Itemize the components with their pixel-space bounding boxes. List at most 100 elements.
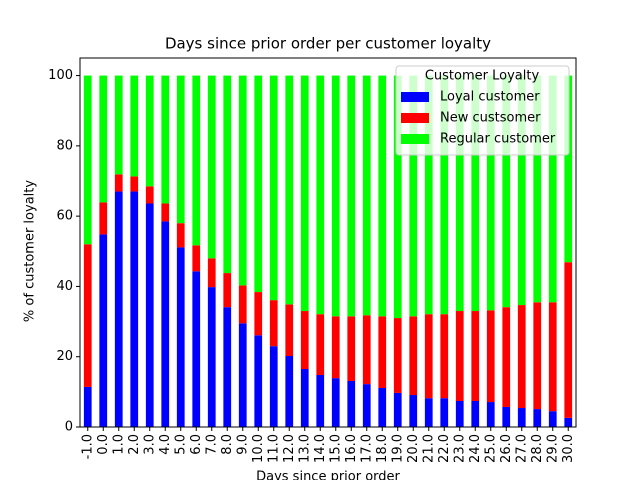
bar-segment [331, 316, 340, 379]
bar-segment [269, 300, 278, 347]
legend-swatch [401, 113, 429, 123]
bar-segment [145, 186, 154, 204]
legend-swatch [401, 134, 429, 144]
bar-segment [486, 402, 495, 427]
bar-segment [223, 273, 232, 308]
bar-segment [114, 174, 123, 192]
bar-segment [99, 234, 108, 427]
bar-segment [455, 400, 464, 427]
x-tick-label: 23.0 [452, 434, 467, 463]
bar-segment [192, 271, 201, 427]
bar-segment [378, 387, 387, 427]
y-tick-label: 40 [56, 279, 73, 294]
bar-segment [502, 75, 511, 308]
x-tick-label: 9.0 [235, 434, 250, 455]
bar-segment [300, 369, 309, 427]
bar-segment [130, 75, 139, 177]
bar-segment [409, 75, 418, 317]
bar-segment [114, 75, 123, 175]
x-tick-label: 30.0 [561, 434, 576, 463]
bar-segment [176, 75, 185, 224]
x-tick-label: 4.0 [158, 434, 173, 455]
bar-segment [316, 374, 325, 427]
bar-segment [223, 75, 232, 274]
x-tick-label: 0.0 [96, 434, 111, 455]
legend-swatch [401, 92, 429, 102]
bar-segment [269, 75, 278, 301]
x-tick-label: 13.0 [297, 434, 312, 463]
bar-segment [269, 346, 278, 427]
bar-segment [238, 323, 247, 427]
x-tick-label: 25.0 [483, 434, 498, 463]
x-tick-label: 29.0 [545, 434, 560, 463]
y-tick-label: 20 [56, 349, 73, 364]
axes-frame [79, 57, 577, 428]
bar-segment [424, 398, 433, 427]
x-tick-label: 5.0 [173, 434, 188, 455]
bar-segment [331, 378, 340, 427]
x-tick-label: 11.0 [266, 434, 281, 463]
bar-segment [393, 318, 402, 393]
bar-segment [393, 75, 402, 319]
x-tick-label: 19.0 [390, 434, 405, 463]
bar-segment [362, 75, 371, 316]
bar-segment [378, 75, 387, 317]
bar-segment [409, 395, 418, 427]
bar-segment [238, 285, 247, 324]
bar-segment [471, 75, 480, 312]
bar-segment [502, 307, 511, 407]
bar-segment [223, 307, 232, 427]
bar-segment [114, 191, 123, 427]
bar-segment [83, 75, 92, 245]
x-axis-label: Days since prior order [256, 470, 400, 480]
x-tick-label: 2.0 [127, 434, 142, 455]
bar-segment [192, 245, 201, 272]
bar-segment [517, 305, 526, 409]
bar-segment [176, 247, 185, 427]
x-tick-label: 26.0 [499, 434, 514, 463]
x-tick-label: -1.0 [80, 434, 95, 459]
bar-segment [130, 191, 139, 427]
bar-segment [486, 75, 495, 311]
bar-segment [486, 310, 495, 403]
x-tick-label: 21.0 [421, 434, 436, 463]
chart-title: Days since prior order per customer loya… [165, 35, 491, 53]
bar-segment [238, 75, 247, 286]
bar-segment [300, 311, 309, 370]
bar-segment [362, 315, 371, 385]
bar-segment [455, 311, 464, 401]
bar-segment [517, 75, 526, 306]
legend-label: Loyal customer [440, 90, 540, 105]
bar-segment [548, 411, 557, 427]
bar-segment [316, 314, 325, 375]
bar-segment [533, 302, 542, 410]
y-tick-label: 60 [56, 209, 73, 224]
bar-segment [424, 75, 433, 315]
bar-segment [347, 75, 356, 317]
bar-segment [83, 244, 92, 387]
bar-segment [254, 292, 263, 336]
bar-segment [161, 221, 170, 427]
x-tick-label: 12.0 [282, 434, 297, 463]
y-tick-label: 80 [56, 138, 73, 153]
bar-segment [254, 335, 263, 427]
legend-label: New custsomer [440, 111, 541, 126]
bar-segment [471, 311, 480, 401]
bar-segment [254, 75, 263, 293]
y-tick-label: 0 [65, 420, 73, 435]
x-tick-label: 10.0 [251, 434, 266, 463]
bar-segment [331, 75, 340, 317]
x-tick-label: 27.0 [514, 434, 529, 463]
bar-segment [362, 384, 371, 427]
bar-segment [285, 304, 294, 357]
x-tick-label: 8.0 [220, 434, 235, 455]
legend-box [395, 65, 570, 156]
bar-segment [378, 316, 387, 388]
y-tick-label: 100 [48, 68, 73, 83]
bar-segment [99, 202, 108, 235]
bar-segment [161, 203, 170, 222]
bar-segment [471, 400, 480, 427]
x-tick-label: 15.0 [328, 434, 343, 463]
legend-title: Customer Loyalty [425, 69, 540, 84]
